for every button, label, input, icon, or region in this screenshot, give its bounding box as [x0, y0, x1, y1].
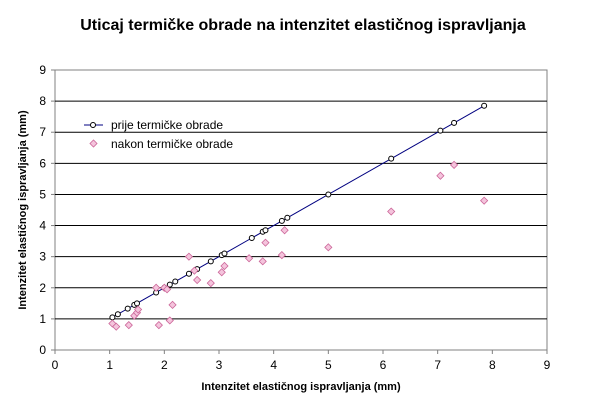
legend: prije termičke obrade nakon termičke obr…: [84, 118, 233, 151]
data-point-prije: [437, 127, 444, 134]
data-point-prije: [114, 311, 121, 318]
data-point-prije: [166, 281, 173, 288]
data-point-nakon: [184, 252, 194, 261]
y-tick-label: 4: [39, 219, 46, 233]
legend-diamond-marker: [89, 139, 98, 148]
x-tick-label: 6: [380, 358, 387, 372]
data-point-nakon: [261, 238, 270, 247]
y-tick-label: 2: [39, 281, 46, 295]
y-tick-label: 6: [39, 156, 46, 170]
data-point-prije: [388, 155, 395, 162]
data-point-prije: [172, 278, 179, 285]
data-point-nakon: [168, 300, 177, 309]
data-point-prije: [185, 270, 192, 277]
y-tick-label: 1: [39, 312, 46, 326]
y-tick-label: 8: [39, 94, 46, 108]
data-point-prije: [284, 214, 291, 221]
data-point-nakon: [436, 171, 445, 180]
legend-label-prije: prije termičke obrade: [111, 118, 223, 132]
x-tick-label: 4: [270, 358, 277, 372]
x-axis-title: Intenzitet elastičnog ispravljanja (mm): [201, 381, 401, 393]
data-point-nakon: [165, 316, 174, 325]
data-point-prije: [207, 258, 214, 265]
data-point-nakon: [133, 305, 143, 314]
series-layer: [108, 102, 489, 331]
data-point-nakon: [154, 321, 163, 330]
data-point-nakon: [152, 283, 161, 292]
data-point-nakon: [217, 268, 226, 277]
y-tick-label: 5: [39, 187, 46, 201]
data-point-prije: [134, 300, 140, 307]
data-point-nakon: [193, 275, 202, 285]
data-point-nakon: [324, 243, 333, 252]
legend-label-nakon: nakon termičke obrade: [111, 137, 233, 151]
data-point-prije: [221, 250, 228, 257]
grid-lines: [55, 100, 547, 320]
data-point-nakon: [280, 226, 289, 235]
y-tick-label: 0: [39, 343, 46, 357]
x-tick-label: 0: [52, 358, 59, 372]
data-point-nakon: [206, 279, 215, 288]
y-axis-ticks: 0 1 2 3 4 5 6 7 8 9: [39, 63, 55, 357]
chart-title: Uticaj termičke obrade na intenzitet ela…: [80, 17, 526, 34]
data-point-nakon: [258, 257, 267, 266]
data-point-prije: [124, 305, 131, 312]
data-point-prije: [481, 102, 488, 109]
y-tick-label: 3: [39, 250, 46, 264]
legend-circle-marker: [90, 122, 96, 128]
data-point-nakon: [162, 285, 172, 294]
data-point-nakon: [190, 266, 199, 275]
x-axis-ticks: 0 1 2 3 4 5 6 7 8 9: [52, 350, 551, 372]
data-point-prije: [262, 227, 269, 234]
data-point-nakon: [244, 254, 254, 263]
data-point-nakon: [277, 251, 286, 260]
x-tick-label: 1: [106, 358, 113, 372]
data-point-nakon: [220, 261, 229, 271]
x-tick-label: 3: [216, 358, 223, 372]
x-tick-label: 9: [544, 358, 551, 372]
x-tick-label: 2: [161, 358, 168, 372]
data-point-nakon: [449, 160, 459, 169]
x-tick-label: 5: [325, 358, 332, 372]
data-point-nakon: [124, 321, 133, 330]
data-point-prije: [248, 235, 255, 241]
data-point-prije: [109, 314, 116, 321]
y-tick-label: 9: [39, 63, 46, 77]
y-axis-title: Intenzitet elastičnog ispravljanja (mm): [17, 110, 29, 310]
data-point-nakon: [387, 207, 396, 216]
y-tick-label: 7: [39, 125, 46, 139]
x-tick-label: 8: [489, 358, 496, 372]
x-tick-label: 7: [434, 358, 441, 372]
data-point-prije: [278, 217, 285, 224]
data-point-prije: [451, 119, 458, 126]
data-point-nakon: [112, 322, 121, 331]
data-point-nakon: [480, 196, 489, 205]
data-point-prije: [325, 191, 332, 198]
